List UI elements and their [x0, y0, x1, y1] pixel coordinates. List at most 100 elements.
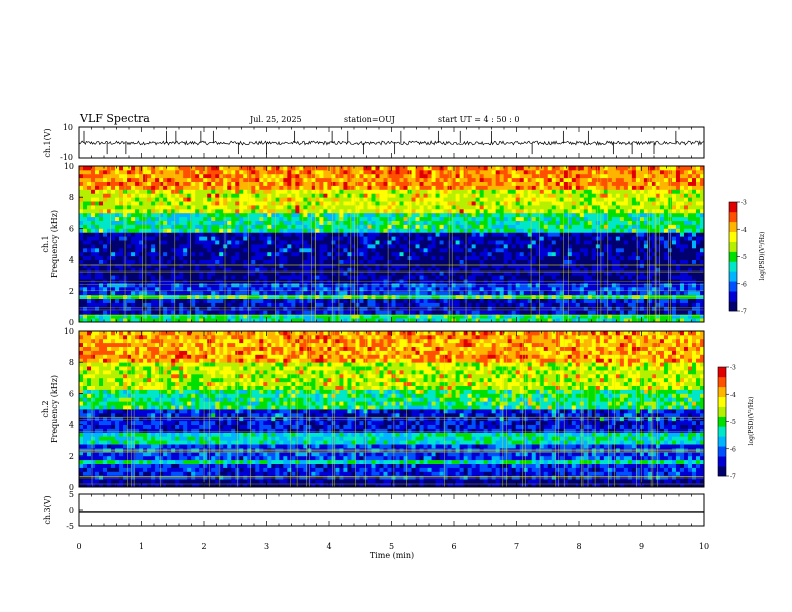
ch1-spectrogram-cell	[651, 220, 657, 225]
ch1-spectrogram-cell	[375, 294, 380, 299]
ch1-spectrogram-cell	[187, 244, 192, 249]
ch1-spectrogram-cell	[91, 298, 96, 303]
ch1-spectrogram-cell	[595, 298, 601, 303]
ch1-spectrogram-cell	[639, 310, 645, 315]
ch1-spectrogram-cell	[367, 228, 372, 233]
ch1-spectrogram-cell	[99, 244, 104, 249]
ch1-spectrogram-cell	[667, 232, 673, 237]
ch1-spectrogram-cell	[555, 283, 561, 288]
ch1-spectrogram-cell	[423, 220, 428, 225]
ch1-spectrogram-cell	[635, 271, 641, 276]
ch1-spectrogram-cell	[383, 205, 388, 210]
ch1-spectrogram-cell	[435, 275, 440, 280]
ch1-spectrogram-cell	[375, 314, 380, 319]
ch1-spectrogram-cell	[683, 212, 689, 218]
ch1-spectrogram-cell	[547, 302, 553, 307]
ch1-spectrogram-cell	[91, 302, 96, 307]
ch1-spectrogram-cell	[639, 216, 645, 221]
ch1-spectrogram-cell	[503, 255, 509, 260]
ch1-spectrogram-cell	[555, 240, 561, 245]
ch1-spectrogram-cell	[215, 275, 220, 280]
ch1-spectrogram-cell	[575, 255, 581, 260]
ch1-spectrogram-cell	[355, 259, 360, 264]
ch1-spectrogram-cell	[395, 306, 400, 311]
ch1-spectrogram-cell	[183, 302, 188, 307]
ch1-spectrogram-cell	[659, 271, 665, 276]
ch1-spectrogram-cell	[147, 275, 152, 280]
ch1-spectrogram-cell	[431, 212, 436, 218]
ch1-spectrogram-cell	[639, 255, 645, 260]
ch1-spectrogram-cell	[355, 212, 360, 218]
ch1-spectrogram-cell	[595, 232, 601, 237]
ch1-spectrogram-cell	[627, 314, 633, 319]
ch1-spectrogram-cell	[571, 224, 577, 229]
ch1-spectrogram-cell	[391, 197, 396, 202]
ch1-spectrogram-cell	[127, 197, 132, 202]
ch1-spectrogram-cell	[575, 306, 581, 311]
ch1-spectrogram-cell	[607, 208, 613, 214]
ch1-spectrogram-cell	[99, 228, 104, 233]
ch1-spectrogram-cell	[623, 267, 629, 272]
ch1-spectrogram-cell	[435, 306, 440, 311]
ch1-spectrogram-cell	[259, 318, 264, 323]
ch1-spectrogram-cell	[587, 275, 593, 280]
ch1-spectrogram-cell	[599, 275, 605, 280]
ch1-spectrogram-cell	[195, 283, 200, 288]
ch1-spectrogram-cell	[99, 205, 104, 210]
ch1-spectrogram-cell	[479, 259, 485, 264]
ch1-spectrogram-cell	[447, 286, 452, 292]
ch1-spectrogram-cell	[535, 216, 541, 221]
ch1-spectrogram-cell	[683, 263, 689, 268]
ch1-spectrogram-cell	[379, 318, 384, 323]
ch1-spectrogram-cell	[595, 263, 601, 268]
ch1-spectrogram-cell	[351, 290, 356, 296]
ch1-spectrogram-cell	[499, 255, 505, 260]
ch1-spectrogram-cell	[135, 306, 140, 311]
ch1-spectrogram-cell	[543, 259, 549, 264]
ch1-spectrogram-cell	[447, 314, 452, 319]
ch1-spectrogram-cell	[83, 208, 88, 214]
ch1-spectrogram-cell	[179, 232, 184, 237]
ch1-spectrogram-cell	[219, 244, 224, 249]
ch1-spectrogram-cell	[239, 259, 244, 264]
ch1-spectrogram-cell	[475, 318, 481, 323]
ch1-spectrogram-cell	[687, 244, 693, 249]
ch1-spectrogram-cell	[671, 290, 677, 296]
ch1-spectrogram-cell	[159, 220, 164, 225]
ch1-spectrogram-cell	[331, 298, 336, 303]
ch1-spectrogram-cell	[227, 205, 232, 210]
ch1-spectrogram-cell	[555, 220, 561, 225]
ch1-spectrogram-cell	[491, 302, 497, 307]
ch1-spectrogram-cell	[99, 290, 104, 296]
ch1-spectrogram-cell	[631, 216, 637, 221]
ch1-spectrogram-cell	[627, 228, 633, 233]
ch1-spectrogram-cell	[491, 251, 497, 257]
ch1-spectrogram-cell	[203, 259, 208, 264]
ch1-spectrogram-cell	[615, 302, 621, 307]
ch1-spectrogram-cell	[551, 271, 557, 276]
ch1-spectrogram-cell	[675, 236, 681, 241]
ch1-spectrogram-cell	[139, 205, 144, 210]
ch1-spectrogram-cell	[231, 216, 236, 221]
ch1-spectrogram-cell	[595, 224, 601, 229]
ch1-spectrogram-cell	[431, 232, 436, 237]
ch1-spectrogram-cell	[583, 290, 589, 296]
ch1-spectrogram-cell	[379, 205, 384, 210]
ch1-spectrogram-cell	[491, 263, 497, 268]
ch1-spectrogram-cell	[163, 271, 168, 276]
ch1-spectrogram-cell	[479, 290, 485, 296]
ch1-spectrogram-cell	[611, 201, 617, 206]
ch1-spectrogram-cell	[259, 224, 264, 229]
ch1-spectrogram-cell	[227, 263, 232, 268]
ch1-spectrogram-cell	[531, 271, 537, 276]
ch1-spectrogram-cell	[663, 310, 669, 315]
ch1-spectrogram-cell	[591, 314, 597, 319]
ch1-spectrogram-cell	[475, 208, 481, 214]
ch1-spectrogram-cell	[527, 201, 533, 206]
ch1-spectrogram-cell	[667, 240, 673, 245]
ch1-spectrogram-cell	[699, 236, 705, 241]
ch1-spectrogram-cell	[267, 318, 272, 323]
ch1-spectrogram-cell	[675, 251, 681, 257]
ch1-spectrogram-cell	[139, 228, 144, 233]
ch1-spectrogram-cell	[623, 212, 629, 218]
